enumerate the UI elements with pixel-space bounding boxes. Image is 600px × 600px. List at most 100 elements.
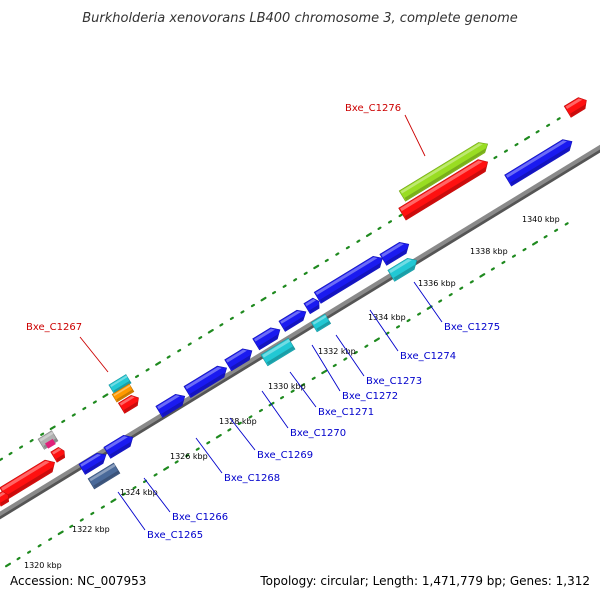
outer-ring-tick-mark [514,142,519,147]
gene-shade [0,497,9,506]
scale-tick-label: 1334 kbp [368,313,406,322]
gene-label[interactable]: Bxe_C1272 [342,391,398,402]
gene-label[interactable]: Bxe_C1271 [318,407,374,418]
gene-highlight [185,366,222,390]
gene-feature[interactable] [224,345,256,372]
gene-shade [266,346,295,365]
outer-ring-tick-mark [49,425,56,431]
gene-body [387,257,418,282]
gene-feature[interactable] [398,156,492,221]
outer-ring-tick-mark [198,336,203,340]
gene-feature[interactable] [0,456,58,501]
gene-leader-line [229,417,256,451]
gene-features [0,95,590,507]
gene-body [103,434,134,459]
outer-ring-tick-mark [92,400,97,404]
gene-feature[interactable] [108,374,132,394]
gene-label[interactable]: Bxe_C1269 [257,450,313,461]
gene-body [117,394,139,414]
inner-ring-tick-mark [406,318,411,323]
gene-accent [45,438,56,449]
gene-body [398,159,489,221]
outer-ring-tick-mark [187,342,192,346]
gene-feature[interactable] [398,139,491,202]
inner-ring-tick-mark [385,331,390,335]
inner-ring-tick-mark [469,280,474,284]
gene-label[interactable]: Bxe_C1267 [26,322,82,333]
gene-label[interactable]: Bxe_C1273 [366,376,422,387]
gene-highlight [89,463,116,482]
inner-ring-tick-mark [110,498,117,503]
gene-feature[interactable] [310,313,332,333]
outer-ring-tick-mark [503,149,508,153]
gene-feature[interactable] [183,362,230,398]
inner-ring-tick-mark [132,486,137,490]
inner-ring-tick-mark [364,344,369,348]
gene-highlight [105,436,128,451]
gene-feature[interactable] [278,307,309,332]
inner-ring-tick-mark [79,518,84,522]
gene-feature[interactable] [252,324,284,351]
gene-feature[interactable] [87,462,121,490]
inner-ring-tick-mark [174,460,179,464]
gene-feature[interactable] [111,383,135,403]
scale-ticks: 1320 kbp 1322 kbp 1324 kbp 1326 kbp 1328 kbp… [24,215,560,570]
inner-ring-tick-mark [142,479,148,484]
scale-tick-label: 1322 kbp [72,525,110,534]
gene-highlight [52,448,62,455]
outer-ring-tick-mark [272,291,277,295]
inner-ring-tick-mark [195,447,200,451]
outer-ring-tick-mark [546,123,551,128]
gene-feature[interactable] [0,490,11,507]
gene-shade [93,470,120,488]
gene-labels: Bxe_C1276 Bxe_C1267 Bxe_C1275 Bxe_C1274 Bxe_… [26,103,500,541]
outer-ring-tick-mark [345,245,350,250]
gene-label[interactable]: Bxe_C1270 [290,428,346,439]
outer-ring-tick-mark [387,220,393,224]
gene-feature[interactable] [504,136,576,187]
outer-ring-tick-mark [335,252,340,256]
scale-tick-label: 1332 kbp [318,347,356,356]
gene-leader-line [261,390,289,429]
inner-ring-tick-mark [417,312,422,316]
gene-shade [385,248,408,265]
outer-ring-tick-mark [493,155,498,160]
outer-ring-tick-mark [134,374,140,379]
outer-ring-tick-mark [293,278,298,282]
gene-highlight [381,243,404,258]
gene-label[interactable]: Bxe_C1268 [224,473,280,484]
gene-body [37,430,59,450]
gene-feature[interactable] [303,296,322,315]
gene-shade [569,104,586,117]
gene-feature[interactable] [103,432,136,459]
inner-ring-tick-mark [258,408,264,413]
gene-feature[interactable] [563,95,590,118]
gene-label[interactable]: Bxe_C1265 [147,530,203,541]
gene-feature[interactable] [50,446,67,463]
gene-body [313,255,383,304]
gene-label[interactable]: Bxe_C1276 [345,103,401,114]
gene-label[interactable]: Bxe_C1266 [172,512,228,523]
gene-feature[interactable] [387,255,420,282]
gene-feature[interactable] [379,239,412,266]
gene-leader-line [413,281,443,323]
gene-feature[interactable] [117,393,141,414]
inner-ring-tick-mark [511,254,516,258]
inner-ring-tick-mark [373,337,380,343]
outer-ring-tick-mark [324,258,329,263]
gene-highlight [400,143,483,194]
gene-feature[interactable] [155,391,188,418]
gene-feature[interactable] [260,337,296,367]
gene-label[interactable]: Bxe_C1274 [400,351,456,362]
gene-feature[interactable] [78,450,109,475]
gene-shade [319,262,381,303]
gene-label[interactable]: Bxe_C1275 [444,322,500,333]
outer-ring-tick-mark [177,348,182,353]
outer-ring-tick-mark [207,329,214,334]
gene-highlight [39,431,54,442]
outer-ring-tick-mark [535,130,540,134]
gene-feature[interactable] [313,253,386,304]
gene-body [0,459,55,501]
inner-ring-tick-mark [343,357,348,361]
gene-highlight [1,460,50,491]
